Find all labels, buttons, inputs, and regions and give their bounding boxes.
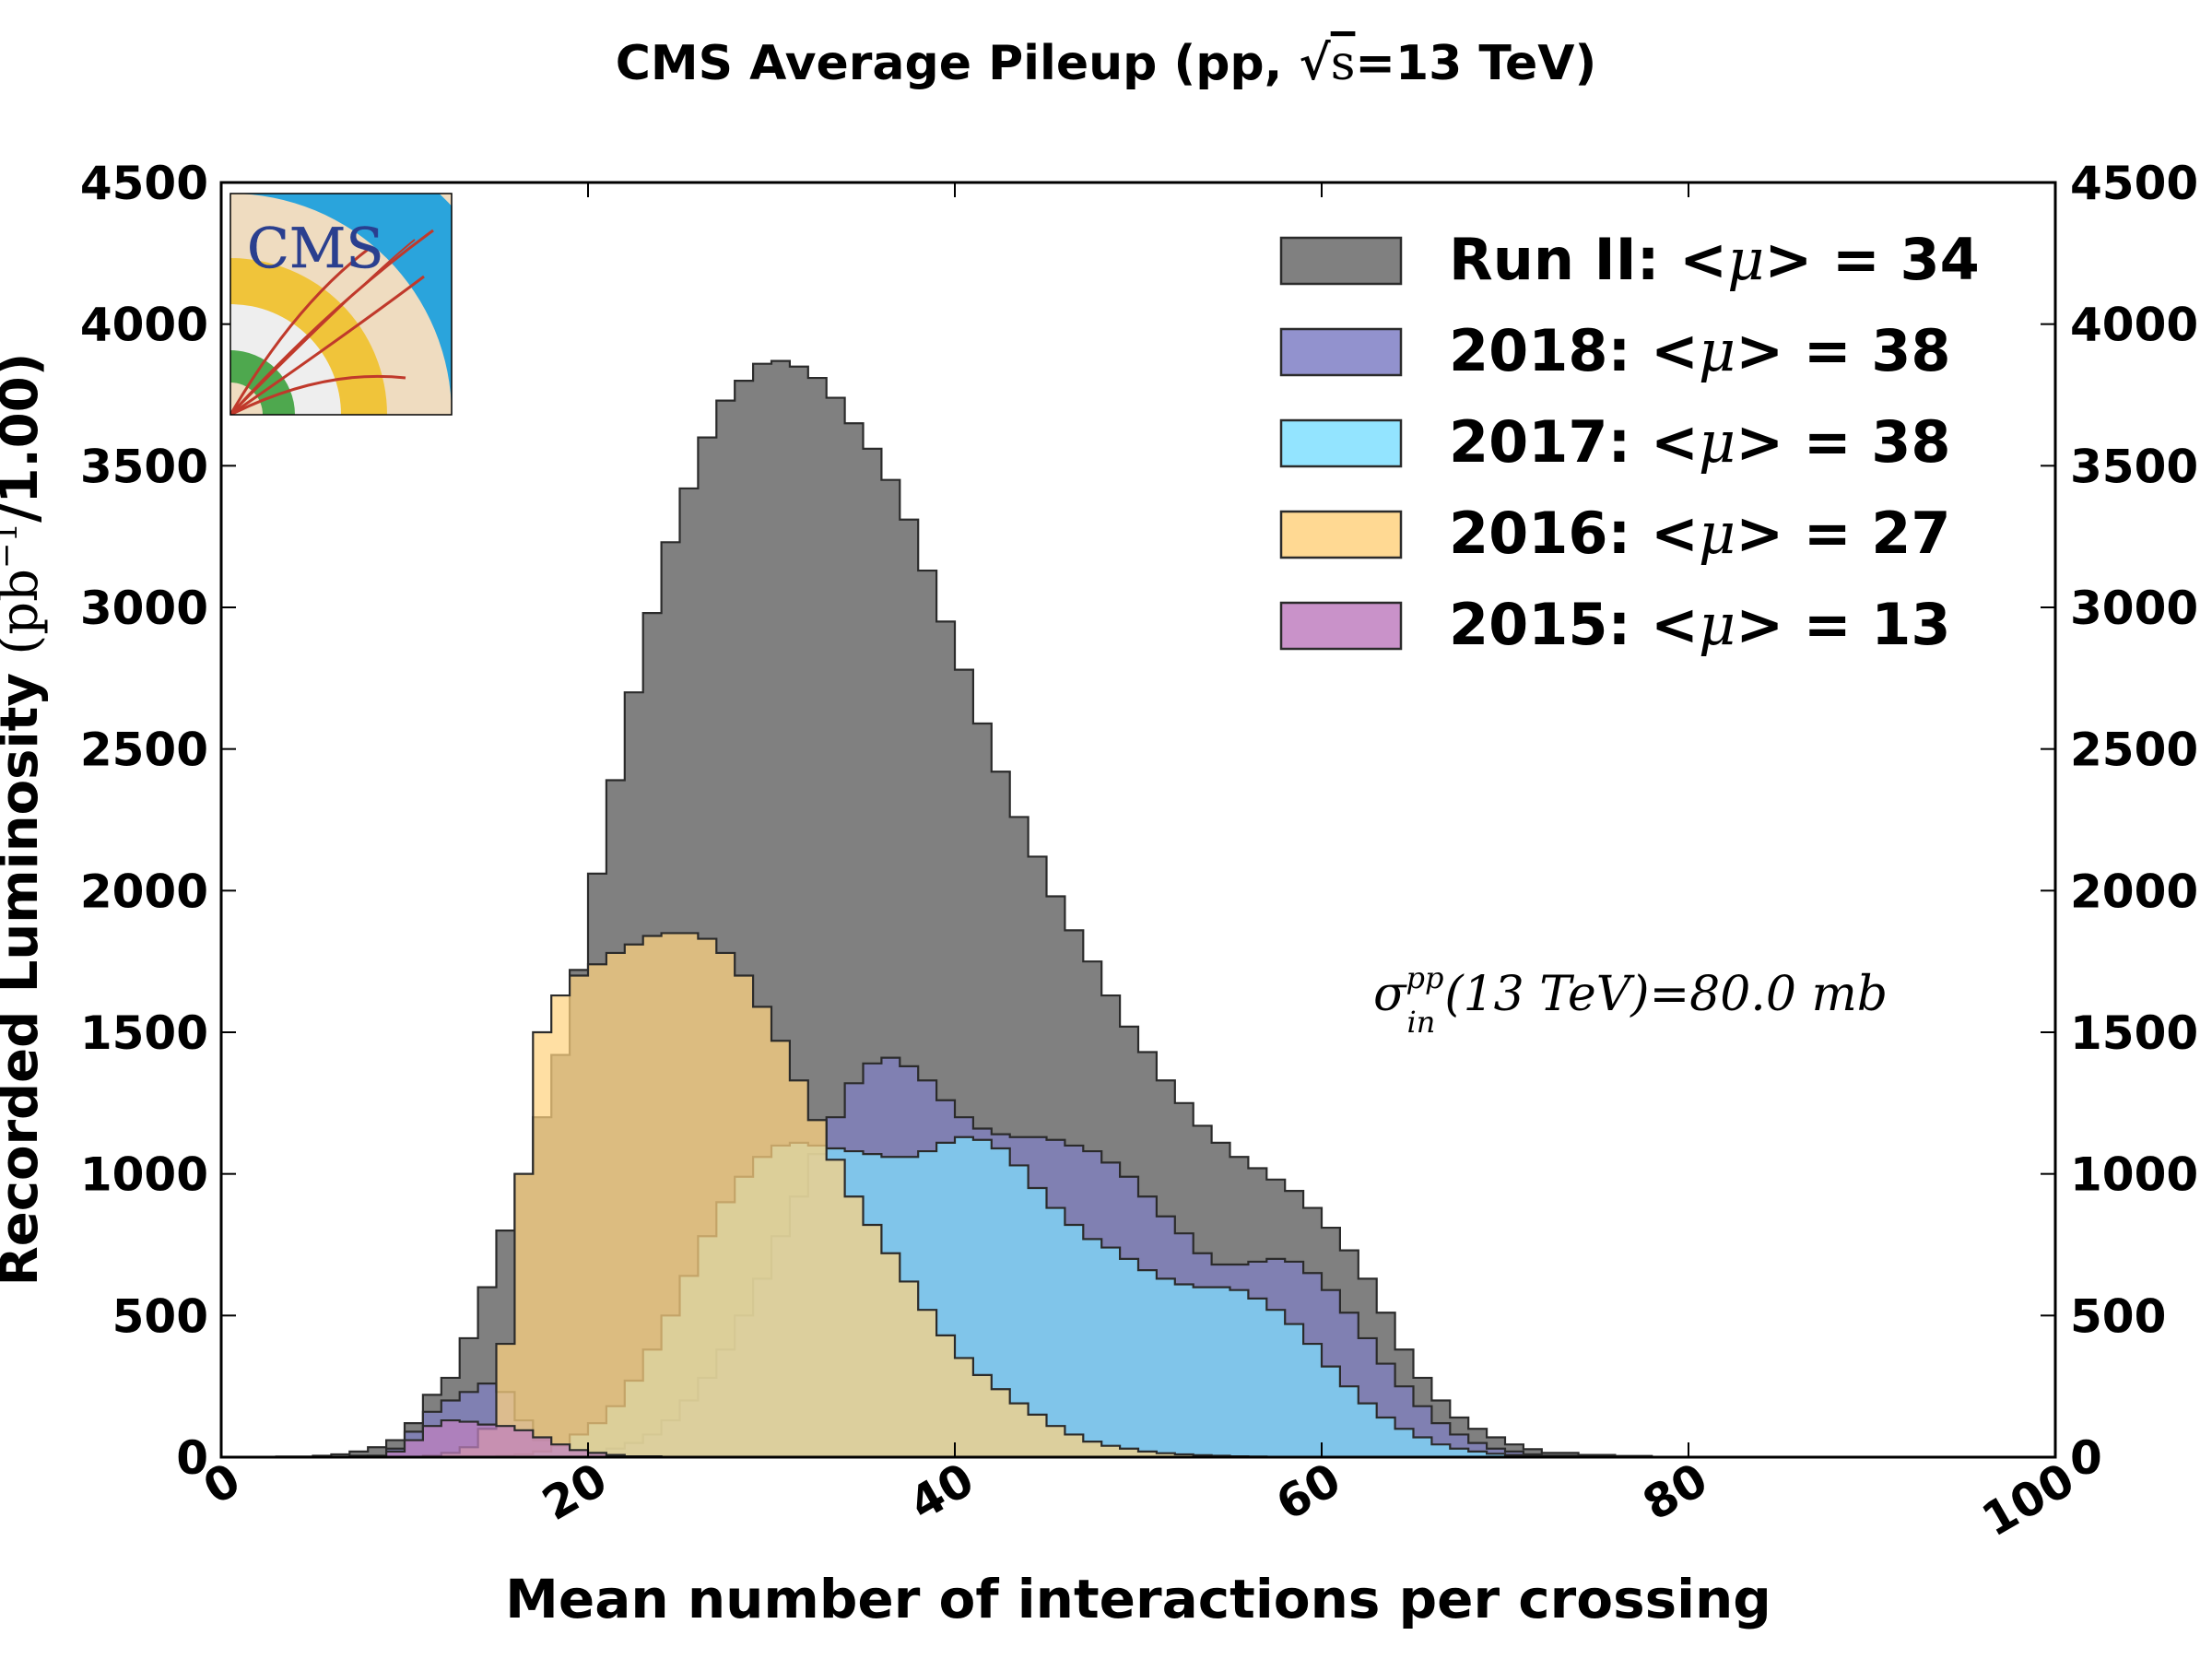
y-tick-label-right: 4500 (2070, 157, 2198, 210)
y-tick-label-left: 2500 (80, 724, 208, 777)
cms-logo: CMS (229, 193, 453, 416)
cms-logo-text: CMS (247, 217, 383, 281)
legend-swatch-2 (1279, 418, 1403, 468)
y-tick-label-right: 3500 (2070, 440, 2198, 493)
y-tick-label-right: 2000 (2070, 865, 2198, 918)
legend-label-0: Run II: <μ> = 34 (1449, 226, 1980, 293)
y-tick-label-right: 1500 (2070, 1006, 2198, 1060)
legend-swatch-4 (1279, 601, 1403, 651)
legend-label-2: 2017: <μ> = 38 (1449, 408, 1951, 476)
y-tick-label-left: 500 (112, 1289, 208, 1343)
y-tick-label-right: 2500 (2070, 724, 2198, 777)
y-tick-label-left: 2000 (80, 865, 208, 918)
y-tick-label-right: 0 (2070, 1431, 2102, 1485)
x-tick-label: 20 (534, 1453, 616, 1531)
legend-swatch-0 (1279, 236, 1403, 286)
y-tick-label-left: 0 (176, 1431, 208, 1485)
legend-swatch-1 (1279, 327, 1403, 377)
y-tick-label-left: 4000 (80, 299, 208, 352)
y-tick-label-right: 500 (2070, 1289, 2166, 1343)
y-tick-label-left: 3500 (80, 440, 208, 493)
y-tick-label-right: 4000 (2070, 299, 2198, 352)
x-tick-label: 40 (900, 1453, 982, 1531)
y-tick-label-left: 1000 (80, 1148, 208, 1202)
x-axis-label: Mean number of interactions per crossing (505, 1568, 1771, 1630)
legend-swatch-3 (1279, 510, 1403, 559)
series-area-4 (367, 1418, 680, 1459)
y-tick-label-right: 3000 (2070, 582, 2198, 635)
y-tick-label-left: 4500 (80, 157, 208, 210)
legend-label-4: 2015: <μ> = 13 (1449, 591, 1951, 658)
legend-label-1: 2018: <μ> = 38 (1449, 317, 1951, 384)
legend-label-3: 2016: <μ> = 27 (1449, 500, 1951, 567)
y-tick-label-right: 1000 (2070, 1148, 2198, 1202)
y-tick-label-left: 1500 (80, 1006, 208, 1060)
legend: Run II: <μ> = 34 2018: <μ> = 38 2017: <μ> … (1279, 226, 1980, 658)
x-tick-label: 100 (1973, 1453, 2083, 1547)
y-axis-label: Recorded Luminosity (pb−1/1.00) (0, 353, 50, 1287)
cross-section-annotation: σpp in (13 TeV)=80.0 mb (1373, 960, 1888, 1040)
chart-title: CMS Average Pileup (pp, √s=13 TeV) (616, 35, 1597, 91)
series-area-3 (405, 932, 1304, 1459)
series-layer (275, 359, 1671, 1459)
y-tick-label-left: 3000 (80, 582, 208, 635)
x-tick-label: 80 (1634, 1453, 1716, 1531)
x-tick-label: 60 (1267, 1453, 1349, 1531)
axes-frame (219, 181, 2057, 1459)
